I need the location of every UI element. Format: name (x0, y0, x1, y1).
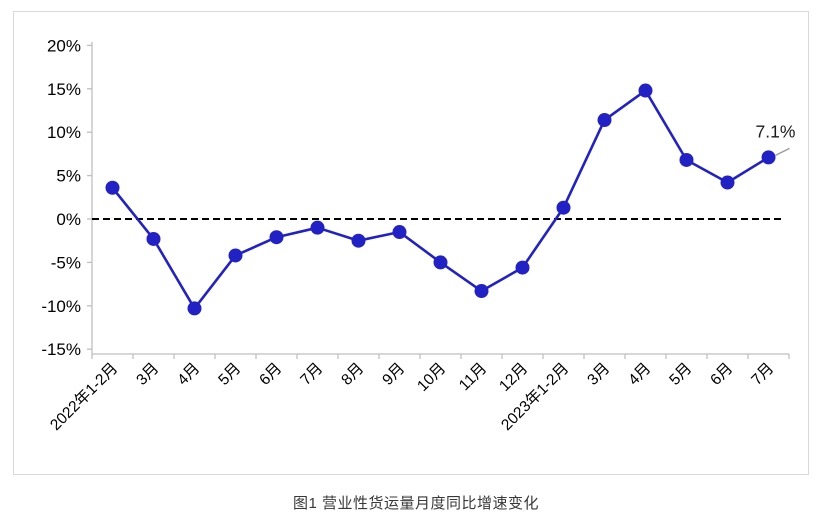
x-tick-label: 8月 (338, 360, 367, 389)
x-tick-label: 12月 (496, 360, 531, 395)
x-tick-label: 5月 (215, 360, 244, 389)
data-point-marker (638, 83, 653, 98)
y-tick-label: 20% (47, 36, 81, 55)
data-point-marker (351, 233, 366, 248)
annotation-label: 7.1% (756, 121, 796, 141)
x-tick-label: 3月 (133, 360, 162, 389)
data-point-marker (679, 152, 694, 167)
annotation-leader-line (775, 147, 790, 156)
x-tick-label: 7月 (748, 360, 777, 389)
y-tick-label: 15% (47, 80, 81, 99)
data-point-marker (187, 301, 202, 316)
data-point-marker (556, 200, 571, 215)
x-tick-label: 3月 (584, 360, 613, 389)
data-point-marker (474, 284, 489, 299)
data-point-marker (228, 248, 243, 263)
x-axis-ticks (91, 354, 790, 359)
line-chart: 20% 15% 10% 5% 0% -5% -10% -15%2022年1-2月 3月 4月 5月 6… (41, 36, 796, 434)
data-point-marker (269, 230, 284, 245)
data-point-marker (720, 175, 735, 190)
data-line (111, 89, 770, 310)
x-axis-labels: 2022年1-2月 3月 4月 5月 6月 7月 8月 9月 10月 11月 12月2023年1-2… (46, 359, 777, 434)
data-point-marker (310, 220, 325, 235)
x-tick-label: 5月 (666, 360, 695, 389)
x-tick-label: 9月 (379, 360, 408, 389)
x-tick-label: 2022年1-2月 (46, 359, 121, 434)
data-point-marker (146, 231, 161, 246)
data-point-marker (597, 113, 612, 128)
data-point-marker (433, 255, 448, 270)
y-tick-label: -5% (51, 253, 81, 272)
y-tick-label: 5% (56, 167, 81, 186)
x-tick-label: 11月 (456, 360, 490, 394)
data-point-marker (392, 225, 407, 240)
chart-frame: 20% 15% 10% 5% 0% -5% -10% -15% 2022年1-2月 3月 4月 5月 6… (13, 11, 809, 475)
x-tick-label: 4月 (174, 360, 203, 389)
x-tick-label: 4月 (625, 360, 654, 389)
figure-caption: 图1 营业性货运量月度同比增速变化 (292, 495, 539, 512)
y-tick-label: 0% (56, 210, 81, 229)
data-point-marker (761, 150, 776, 165)
x-tick-label: 10月 (414, 360, 449, 395)
y-axis-ticks: 20% 15% 10% 5% 0% -5% -10% -15% (41, 36, 92, 359)
x-tick-label: 6月 (256, 360, 285, 389)
y-tick-label: 10% (47, 123, 81, 142)
y-tick-label: -15% (41, 340, 81, 359)
data-point-marker (105, 180, 120, 195)
data-point-marker (515, 260, 530, 275)
data-point-markers (105, 83, 776, 316)
x-tick-label: 7月 (297, 360, 326, 389)
x-tick-label: 6月 (707, 360, 736, 389)
y-tick-label: -10% (41, 297, 81, 316)
